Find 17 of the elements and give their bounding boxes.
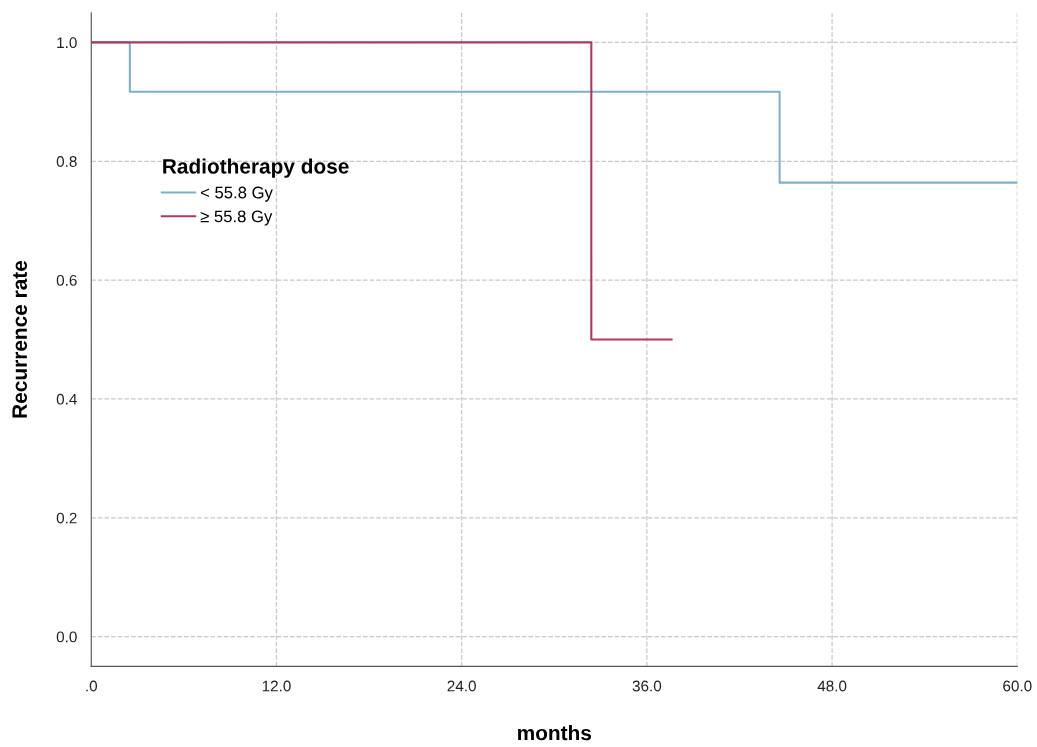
- y-tick-label: 0.6: [56, 274, 77, 286]
- y-tick-label: 0.8: [56, 156, 77, 167]
- x-tick-label: .0: [86, 680, 98, 692]
- x-axis-title: months: [518, 725, 592, 741]
- x-tick-label: 60.0: [1003, 680, 1032, 692]
- legend-title: Radiotherapy dose: [163, 158, 349, 178]
- y-axis-title: Recurrence rate: [12, 260, 28, 418]
- y-tick-label: 1.0: [57, 37, 77, 49]
- y-tick-label: 0.2: [56, 512, 77, 524]
- x-tick-label: 36.0: [632, 680, 662, 692]
- y-tick-label: 0.0: [56, 631, 77, 643]
- legend-label: < 55.8 Gy: [200, 186, 273, 202]
- x-tick-label: 24.0: [447, 680, 476, 692]
- legend-label: ≥ 55.8 Gy: [200, 210, 273, 226]
- x-tick-label: 12.0: [262, 680, 291, 692]
- y-tick-label: 0.4: [56, 393, 77, 405]
- x-tick-label: 48.0: [817, 680, 847, 692]
